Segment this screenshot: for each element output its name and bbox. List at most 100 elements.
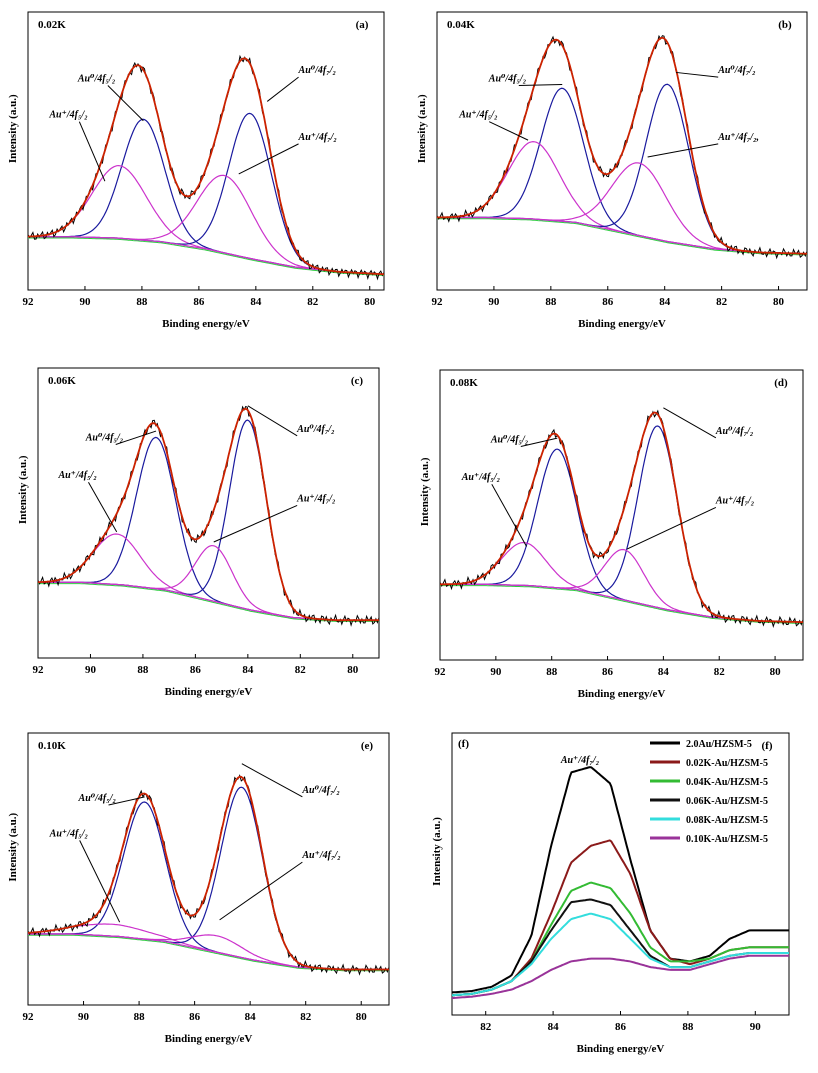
x-axis-label: Binding energy/eV bbox=[165, 686, 253, 698]
panel-e: 92 90 88 86 84 82 80 Binding energy/eV Intensity… bbox=[7, 732, 390, 1045]
x-tick-label: 92 bbox=[23, 1011, 35, 1023]
peak-component bbox=[440, 425, 804, 623]
annotation-label: Au⁺/4f₅/₂ bbox=[461, 472, 500, 483]
x-tick-label: 84 bbox=[548, 1021, 560, 1033]
annotation-arrow bbox=[238, 143, 299, 175]
annotation-label: Au⁺/4f₇/₂ bbox=[715, 495, 754, 506]
sample-tag: 0.08K bbox=[450, 377, 478, 389]
x-tick-label: 80 bbox=[364, 296, 376, 308]
panel-label: (c) bbox=[351, 375, 364, 387]
annotation-label: Au⁰/4f₅/₂ bbox=[78, 793, 116, 804]
annotation-arrow bbox=[115, 430, 157, 445]
raw-spectrum bbox=[27, 774, 390, 976]
annotation-label: Au⁺/4f₇/₂ bbox=[301, 850, 340, 861]
x-tick-label: 84 bbox=[659, 296, 671, 308]
y-axis-label: Intensity (a.u.) bbox=[7, 813, 19, 882]
annotation-arrow bbox=[79, 840, 121, 923]
x-tick-label: 82 bbox=[714, 666, 726, 678]
x-tick-label: 90 bbox=[750, 1021, 762, 1033]
x-tick-label: 86 bbox=[190, 664, 202, 676]
annotation-label: Au⁺/4f₅/₂ bbox=[57, 470, 96, 481]
legend-label: 0.02K-Au/HZSM-5 bbox=[686, 758, 768, 769]
annotation-label: Au⁺/4f₅/₂ bbox=[458, 110, 497, 121]
background-line-green bbox=[28, 237, 385, 276]
x-tick-label: 90 bbox=[490, 666, 502, 678]
x-axis-label: Binding energy/eV bbox=[165, 1033, 253, 1045]
annotation-label: Au⁺/4f₅/₂ bbox=[48, 110, 87, 121]
legend-label: 0.10K-Au/HZSM-5 bbox=[686, 834, 768, 845]
peak-component bbox=[38, 419, 379, 621]
annotation-label: Au⁺/4f₇/₂ bbox=[298, 132, 337, 143]
panel-d: 92 90 88 86 84 82 80 Binding energy/eV Intensity… bbox=[419, 369, 804, 700]
peak-component bbox=[27, 164, 385, 275]
annotation-arrow bbox=[518, 84, 563, 86]
sample-tag: 0.06K bbox=[48, 375, 76, 387]
x-axis-label: Binding energy/eV bbox=[162, 318, 250, 330]
x-tick-label: 90 bbox=[488, 296, 500, 308]
series-line-2 bbox=[451, 881, 789, 997]
annotation-arrow bbox=[488, 121, 529, 141]
annotation-arrow bbox=[266, 76, 299, 102]
annotation-arrow bbox=[88, 481, 118, 533]
x-axis-label: Binding energy/eV bbox=[577, 1043, 665, 1055]
plot-frame bbox=[37, 367, 380, 659]
annotation-arrow bbox=[219, 861, 303, 921]
series-line-4 bbox=[451, 912, 789, 997]
panel-label: (b) bbox=[778, 19, 792, 31]
peak-component bbox=[38, 436, 379, 621]
annotation-label: Au⁰/4f₇/₂ bbox=[296, 424, 334, 435]
sample-tag: 0.04K bbox=[447, 19, 475, 31]
panel-label: (f) bbox=[762, 740, 773, 752]
annotation-label: Au⁰/4f₇/₂ bbox=[301, 785, 339, 796]
chart-title: Au⁺/4f₇/₂ bbox=[560, 755, 599, 766]
panel-label-left: (f) bbox=[458, 738, 469, 750]
x-tick-label: 88 bbox=[137, 664, 149, 676]
plot-frame bbox=[27, 11, 385, 291]
annotation-arrow bbox=[676, 71, 719, 78]
plot-frame bbox=[439, 369, 804, 661]
x-tick-label: 90 bbox=[85, 664, 97, 676]
background-line bbox=[440, 583, 804, 623]
x-tick-label: 88 bbox=[546, 666, 558, 678]
background-line-green bbox=[28, 934, 389, 972]
annotation-arrow bbox=[247, 405, 298, 437]
peak-component bbox=[28, 786, 389, 971]
x-tick-label: 86 bbox=[189, 1011, 201, 1023]
fitted-envelope bbox=[440, 411, 804, 624]
panel-f: 82 84 86 88 90 Binding energy/eV Intensity (a.… bbox=[431, 732, 790, 1055]
annotation-arrow bbox=[241, 763, 303, 798]
annotation-label: Au⁰/4f₅/₂ bbox=[488, 74, 526, 85]
x-tick-label: 84 bbox=[242, 664, 254, 676]
legend-label: 2.0Au/HZSM-5 bbox=[686, 739, 752, 750]
annotation-label: Au⁰/4f₅/₂ bbox=[77, 74, 115, 85]
panel-c: 92 90 88 86 84 82 80 Binding energy/eV Intensity… bbox=[17, 367, 380, 698]
x-tick-label: 92 bbox=[432, 296, 444, 308]
legend-label: 0.08K-Au/HZSM-5 bbox=[686, 815, 768, 826]
annotation-label: Au⁰/4f₇/₂ bbox=[717, 65, 755, 76]
x-tick-label: 90 bbox=[79, 296, 91, 308]
y-axis-label: Intensity (a.u.) bbox=[17, 455, 29, 524]
sample-tag: 0.02K bbox=[38, 19, 66, 31]
x-tick-label: 80 bbox=[356, 1011, 368, 1023]
x-tick-label: 84 bbox=[658, 666, 670, 678]
x-tick-label: 88 bbox=[682, 1021, 694, 1033]
annotation-label: Au⁺/4f₇/₂ bbox=[296, 493, 335, 504]
panel-b: 92 90 88 86 84 82 80 Binding energy/eV Intensity… bbox=[416, 11, 808, 330]
x-tick-label: 80 bbox=[347, 664, 359, 676]
panel-label: (a) bbox=[356, 19, 369, 31]
plot-frame bbox=[451, 732, 790, 1016]
y-axis-label: Intensity (a.u.) bbox=[431, 817, 443, 886]
y-axis-label: Intensity (a.u.) bbox=[7, 94, 19, 163]
x-tick-label: 86 bbox=[193, 296, 205, 308]
x-tick-label: 86 bbox=[615, 1021, 627, 1033]
annotation-arrow bbox=[491, 483, 527, 547]
x-tick-label: 80 bbox=[773, 296, 785, 308]
peak-component bbox=[437, 162, 807, 255]
fitted-envelope bbox=[37, 407, 379, 622]
annotation-label: Au⁰/4f₅/₂ bbox=[490, 435, 528, 446]
annotation-arrow bbox=[108, 796, 145, 806]
y-axis-label: Intensity (a.u.) bbox=[419, 457, 431, 526]
annotation-arrow bbox=[663, 407, 717, 439]
peak-component bbox=[27, 923, 389, 971]
